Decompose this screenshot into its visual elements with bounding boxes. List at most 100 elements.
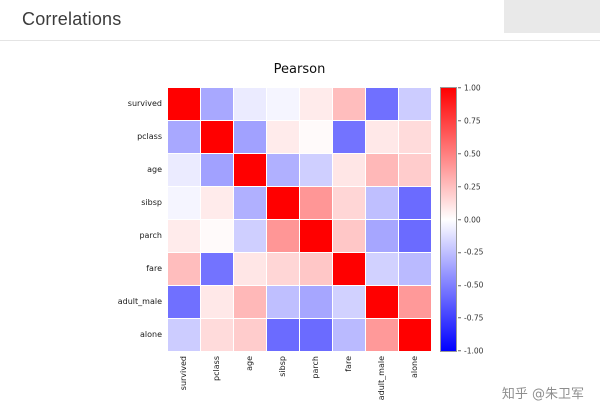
heatmap-cell xyxy=(366,253,398,285)
colorbar-tick: 0.25 xyxy=(458,183,481,191)
x-axis-label: alone xyxy=(409,356,419,379)
heatmap-cell xyxy=(267,253,299,285)
x-axis-label: sibsp xyxy=(278,356,288,377)
heatmap-cell xyxy=(168,121,200,153)
colorbar-tick: 0.50 xyxy=(458,150,481,158)
heatmap-cell xyxy=(267,286,299,318)
colorbar-tick: -0.25 xyxy=(458,249,483,257)
heatmap-cell xyxy=(300,220,332,252)
heatmap-cell xyxy=(267,220,299,252)
chart-title: Pearson xyxy=(273,62,326,77)
heatmap-cell xyxy=(300,121,332,153)
heatmap-cell xyxy=(267,319,299,351)
heatmap-cell xyxy=(366,319,398,351)
colorbar-tick-mark xyxy=(458,153,461,155)
heatmap-cell xyxy=(300,286,332,318)
heatmap-cell xyxy=(300,253,332,285)
heatmap-cell xyxy=(234,319,266,351)
page-title: Correlations xyxy=(22,9,122,29)
heatmap-cell xyxy=(267,121,299,153)
heatmap-cell xyxy=(366,187,398,219)
y-axis-label: age xyxy=(147,165,162,175)
colorbar-tick-mark xyxy=(458,251,461,253)
heatmap-cell xyxy=(201,121,233,153)
y-axis-label: fare xyxy=(146,263,162,273)
y-axis-label: parch xyxy=(139,230,162,240)
heatmap-cell xyxy=(366,88,398,120)
heatmap-cell xyxy=(168,187,200,219)
x-axis-label: fare xyxy=(343,356,353,372)
heatmap-cell xyxy=(333,286,365,318)
heatmap-cell xyxy=(333,319,365,351)
heatmap-cell xyxy=(267,88,299,120)
heatmap-cell xyxy=(333,187,365,219)
heatmap-cell xyxy=(333,253,365,285)
colorbar-tick-mark xyxy=(458,87,461,89)
heatmap-cell xyxy=(201,253,233,285)
heatmap-cell xyxy=(234,88,266,120)
heatmap-cell xyxy=(201,154,233,186)
y-axis-label: survived xyxy=(127,99,162,109)
heatmap-cell xyxy=(300,187,332,219)
colorbar-tick-mark xyxy=(458,317,461,319)
heatmap-cell xyxy=(168,154,200,186)
heatmap-cell xyxy=(267,187,299,219)
heatmap-cell xyxy=(201,286,233,318)
heatmap-cell xyxy=(399,220,431,252)
heatmap-cell xyxy=(267,154,299,186)
heatmap-cell xyxy=(366,220,398,252)
colorbar-tick-mark xyxy=(458,350,461,352)
heatmap-cell xyxy=(234,121,266,153)
colorbar xyxy=(440,87,457,352)
page-header: Correlations xyxy=(0,0,600,41)
y-axis-label: pclass xyxy=(137,132,162,142)
heatmap-cell xyxy=(168,88,200,120)
x-axis-label: adult_male xyxy=(376,356,386,401)
heatmap-cell xyxy=(168,220,200,252)
heatmap-cell xyxy=(366,154,398,186)
heatmap-cell xyxy=(234,286,266,318)
heatmap-grid xyxy=(168,88,431,351)
heatmap-cell xyxy=(399,319,431,351)
colorbar-tick: 0.00 xyxy=(458,216,481,224)
y-axis-labels: survived pclass age sibsp parch fare adult_mal… xyxy=(48,88,162,351)
heatmap-cell xyxy=(333,220,365,252)
y-axis-label: sibsp xyxy=(141,198,162,208)
heatmap-cell xyxy=(168,286,200,318)
heatmap-cell xyxy=(399,286,431,318)
heatmap-cell xyxy=(399,88,431,120)
y-axis-label: alone xyxy=(139,329,162,339)
colorbar-tick-labels: 1.00 0.75 0.50 0.25 0.00 -0.25 -0.50 -0.75 -1.00 xyxy=(458,84,498,354)
colorbar-tick: -0.75 xyxy=(458,314,483,322)
y-axis-label: adult_male xyxy=(117,296,162,306)
heatmap-cell xyxy=(399,121,431,153)
heatmap-cell xyxy=(399,154,431,186)
heatmap-cell xyxy=(201,319,233,351)
colorbar-tick-mark xyxy=(458,219,461,220)
heatmap-cell xyxy=(201,88,233,120)
colorbar-tick: 1.00 xyxy=(458,84,481,92)
heatmap-cell xyxy=(333,121,365,153)
colorbar-tick: 0.75 xyxy=(458,117,481,125)
heatmap-cell xyxy=(234,154,266,186)
heatmap-cell xyxy=(399,187,431,219)
x-axis-label: pclass xyxy=(212,356,222,381)
top-right-gray-area xyxy=(504,0,600,33)
heatmap-cell xyxy=(300,88,332,120)
heatmap-cell xyxy=(234,220,266,252)
x-axis-label: parch xyxy=(310,356,320,379)
colorbar-tick-mark xyxy=(458,186,461,188)
heatmap-cell xyxy=(366,121,398,153)
colorbar-tick: -1.00 xyxy=(458,347,483,355)
heatmap-cell xyxy=(168,319,200,351)
heatmap-cell xyxy=(300,154,332,186)
heatmap-cell xyxy=(300,319,332,351)
heatmap-cell xyxy=(333,154,365,186)
x-axis-labels: survived pclass age sibsp parch fare adult_mal… xyxy=(168,356,431,406)
heatmap-cell xyxy=(201,220,233,252)
heatmap-cell xyxy=(333,88,365,120)
heatmap-cell xyxy=(168,253,200,285)
heatmap-cell xyxy=(366,286,398,318)
colorbar-tick-mark xyxy=(458,120,461,122)
